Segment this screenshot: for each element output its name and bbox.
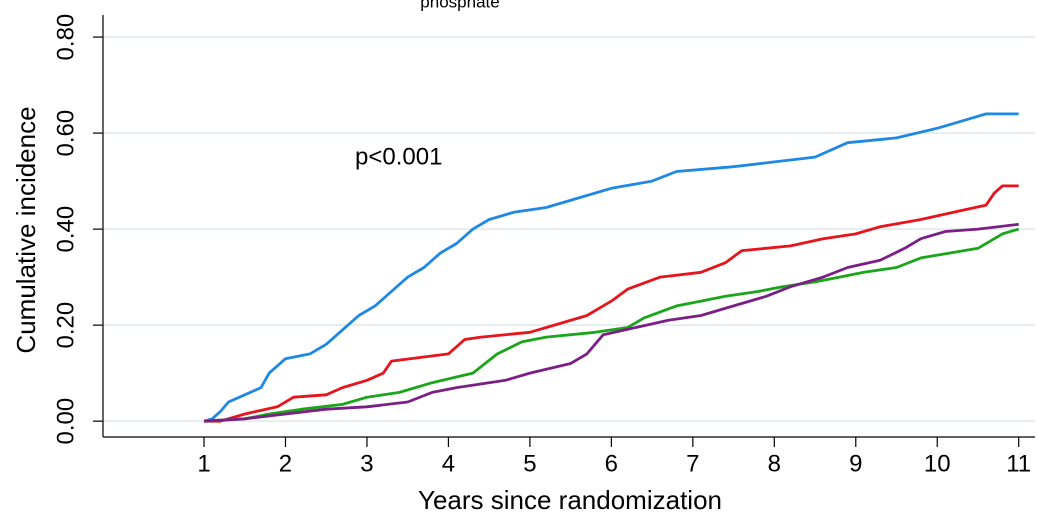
- series-line: [203, 222, 1019, 423]
- y-axis-title: Cumulative incidence: [11, 106, 41, 353]
- x-axis-title: Years since randomization: [418, 485, 722, 515]
- x-tick-label: 7: [686, 450, 699, 477]
- x-tick-label: 1: [197, 450, 210, 477]
- y-tick-label: 0.20: [52, 302, 79, 349]
- x-tick-label: 8: [768, 450, 781, 477]
- series-line: [204, 184, 1019, 423]
- series-line: [203, 227, 1020, 423]
- x-tick-label: 6: [605, 450, 618, 477]
- x-tick-label: 3: [360, 450, 373, 477]
- x-tick-label: 4: [442, 450, 455, 477]
- y-tick-label: 0.00: [52, 398, 79, 445]
- annotation: p<0.001: [355, 143, 442, 170]
- y-tick-label: 0.40: [52, 206, 79, 253]
- chart-title: phosphate: [420, 0, 499, 11]
- x-tick-label: 9: [849, 450, 862, 477]
- x-tick-label: 10: [924, 450, 951, 477]
- x-tick-label: 11: [1006, 450, 1031, 477]
- y-tick-label: 0.80: [52, 14, 79, 61]
- y-tick-label: 0.60: [52, 110, 79, 157]
- x-tick-label: 2: [279, 450, 292, 477]
- x-tick-label: 5: [523, 450, 536, 477]
- series-line: [203, 112, 1019, 423]
